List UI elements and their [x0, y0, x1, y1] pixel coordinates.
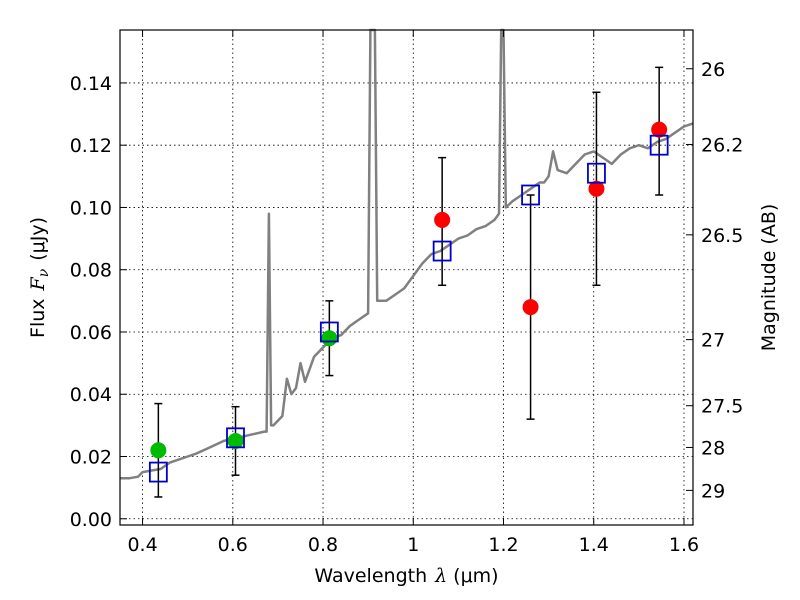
red-data-point — [434, 211, 451, 228]
x-tick-label: 0.8 — [308, 534, 338, 556]
y-tick-label: 0.04 — [70, 384, 112, 406]
red-data-point — [651, 121, 668, 138]
grid — [120, 30, 693, 525]
red-data-point — [522, 299, 539, 316]
model-box-marker — [521, 184, 540, 206]
x-tick-label: 1.6 — [669, 534, 699, 556]
green-data-point — [150, 442, 167, 459]
y-tick-label: 0.12 — [70, 135, 112, 157]
y-tick-label: 0.00 — [70, 509, 112, 531]
green-data-point — [321, 330, 338, 347]
y2-tick-label: 28 — [701, 437, 725, 459]
y2-tick-label: 26 — [701, 59, 725, 81]
y-tick-label: 0.02 — [70, 447, 112, 469]
plot-frame — [119, 29, 694, 526]
data-markers — [148, 121, 669, 483]
y-tick-label: 0.14 — [70, 73, 112, 95]
model-box-marker — [587, 162, 606, 184]
y-tick-label: 0.10 — [70, 197, 112, 219]
y2-tick-label: 27 — [701, 330, 725, 352]
y2-tick-label: 26.5 — [701, 225, 743, 247]
x-tick-label: 1 — [407, 534, 419, 556]
red-data-point — [588, 180, 605, 197]
y2-tick-label: 26.2 — [701, 134, 743, 156]
model-spectrum-line — [120, 28, 694, 480]
y2-axis-label: Magnitude (AB) — [758, 204, 780, 352]
y2-tick-label: 27.5 — [701, 396, 743, 418]
y-tick-label: 0.08 — [70, 260, 112, 282]
y2-tick-label: 29 — [701, 480, 725, 502]
model-box-marker — [649, 134, 669, 156]
model-box-marker — [148, 461, 168, 483]
x-axis-label: Wavelength λ (μm) — [314, 565, 498, 587]
x-tick-label: 1.2 — [488, 534, 518, 556]
model-box-marker — [432, 240, 452, 262]
x-tick-label: 1.4 — [579, 534, 609, 556]
y-axis-label: FluxFν(μJy) — [27, 217, 52, 338]
model-spectrum — [120, 28, 694, 480]
x-tick-label: 0.6 — [218, 534, 248, 556]
y-tick-label: 0.06 — [70, 322, 112, 344]
green-data-point — [227, 432, 244, 449]
ticks: 0.4 0.6 0.8 1 1.2 1.4 1.6 0.00 0.02 0.04 0.06 0.08 0… — [70, 30, 743, 556]
model-box-marker — [226, 427, 245, 449]
x-tick-label: 0.4 — [127, 534, 157, 556]
model-box-marker — [319, 321, 339, 343]
